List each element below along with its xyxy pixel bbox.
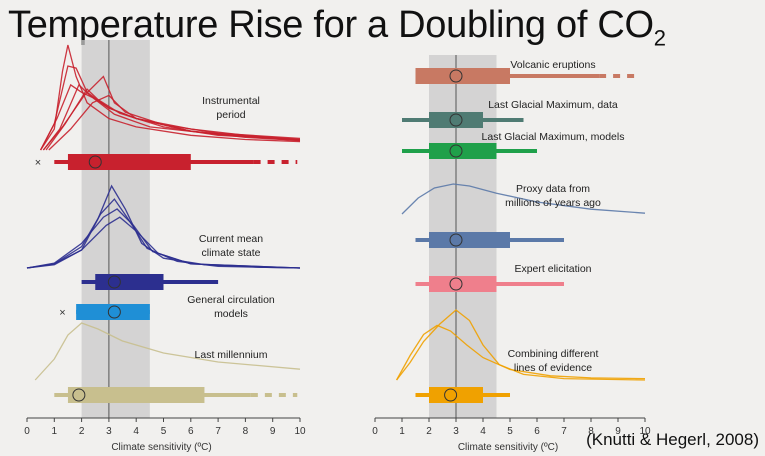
density-curve: [26, 216, 301, 269]
chart-title: Temperature Rise for a Doubling of CO2: [8, 4, 666, 51]
panel-right: Volcanic eruptions Last Glacial Maximum, …: [372, 55, 651, 453]
best-estimate-marker: [72, 388, 86, 402]
best-estimate-marker: [449, 277, 463, 291]
x-tick-label: 6: [534, 426, 540, 437]
x-tick-label: 2: [79, 426, 85, 437]
best-estimate-marker: [449, 144, 463, 158]
series-label: Proxy data from: [516, 183, 590, 195]
x-tick-label: 3: [453, 426, 459, 437]
best-estimate-marker: [88, 155, 102, 169]
series-right-0: Volcanic eruptions: [415, 59, 640, 84]
series-label: Current mean: [199, 233, 263, 245]
series-left-1: Current mean climate state: [26, 184, 301, 290]
x-tick-label: 9: [270, 426, 276, 437]
best-estimate-marker: [449, 113, 463, 127]
series-right-1: Last Glacial Maximum, data: [402, 99, 618, 128]
x-tick-label: 0: [24, 426, 30, 437]
x-tick-label: 1: [399, 426, 405, 437]
series-label: Volcanic eruptions: [510, 59, 595, 71]
x-tick-label: 2: [426, 426, 432, 437]
x-tick-label: 6: [188, 426, 194, 437]
x-tick-label: 10: [294, 426, 306, 437]
range-box: [76, 304, 150, 320]
series-label: General circulation: [187, 294, 275, 306]
x-tick-label: 3: [106, 426, 112, 437]
series-left-0: × Instrumental period: [35, 44, 301, 170]
series-label: millions of years ago: [505, 197, 601, 209]
x-tick-label: 7: [215, 426, 221, 437]
series-right-2: Last Glacial Maximum, models: [402, 131, 624, 159]
range-box: [67, 154, 191, 170]
range-box: [415, 68, 510, 84]
x-axis-label: Climate sensitivity (ºC): [111, 442, 211, 453]
x-tick-label: 4: [480, 426, 486, 437]
best-estimate-marker: [449, 233, 463, 247]
series-label: Combining different: [508, 348, 599, 360]
citation: (Knutti & Hegerl, 2008): [586, 430, 759, 449]
range-box: [429, 232, 510, 248]
series-left-2: × General circulation models: [59, 294, 275, 320]
outlier-marker: ×: [59, 307, 65, 319]
series-label: climate state: [202, 247, 261, 259]
best-estimate-marker: [107, 275, 121, 289]
best-estimate-marker: [449, 69, 463, 83]
density-curve: [396, 309, 646, 381]
panel-left: × Instrumental period Current mean climate s…: [24, 40, 306, 453]
range-box: [67, 387, 205, 403]
x-tick-label: 5: [161, 426, 167, 437]
series-label: Instrumental: [202, 95, 260, 107]
x-tick-label: 8: [243, 426, 249, 437]
best-estimate-marker: [444, 388, 458, 402]
density-curve: [34, 322, 301, 381]
x-tick-label: 8: [588, 426, 594, 437]
range-box: [429, 387, 483, 403]
range-box: [429, 112, 483, 128]
series-label: Last Glacial Maximum, data: [488, 99, 618, 111]
outlier-marker: ×: [35, 157, 41, 169]
range-box: [95, 274, 164, 290]
density-curve: [42, 75, 301, 151]
series-left-3: Last millennium: [34, 322, 301, 403]
series-label: lines of evidence: [514, 362, 592, 374]
range-box: [429, 276, 497, 292]
series-label: Last millennium: [195, 349, 268, 361]
x-tick-label: 0: [372, 426, 378, 437]
density-curve: [401, 183, 646, 215]
series-right-5: Combining different lines of evidence: [396, 309, 646, 403]
x-tick-label: 5: [507, 426, 513, 437]
best-estimate-marker: [107, 305, 121, 319]
x-axis-label: Climate sensitivity (ºC): [458, 442, 558, 453]
series-label: models: [214, 308, 248, 320]
series-right-4: Expert elicitation: [415, 263, 592, 292]
density-curve: [396, 324, 646, 381]
x-tick-label: 4: [133, 426, 139, 437]
density-curve: [48, 94, 301, 151]
x-tick-label: 7: [561, 426, 567, 437]
range-box: [429, 143, 497, 159]
series-label: Expert elicitation: [514, 263, 591, 275]
series-label: period: [216, 109, 245, 121]
x-tick-label: 1: [52, 426, 58, 437]
series-right-3: Proxy data from millions of years ago: [401, 183, 646, 248]
density-curve: [40, 44, 301, 151]
x-tick-label: 9: [615, 426, 621, 437]
x-tick-label: 10: [639, 426, 651, 437]
series-label: Last Glacial Maximum, models: [482, 131, 625, 143]
